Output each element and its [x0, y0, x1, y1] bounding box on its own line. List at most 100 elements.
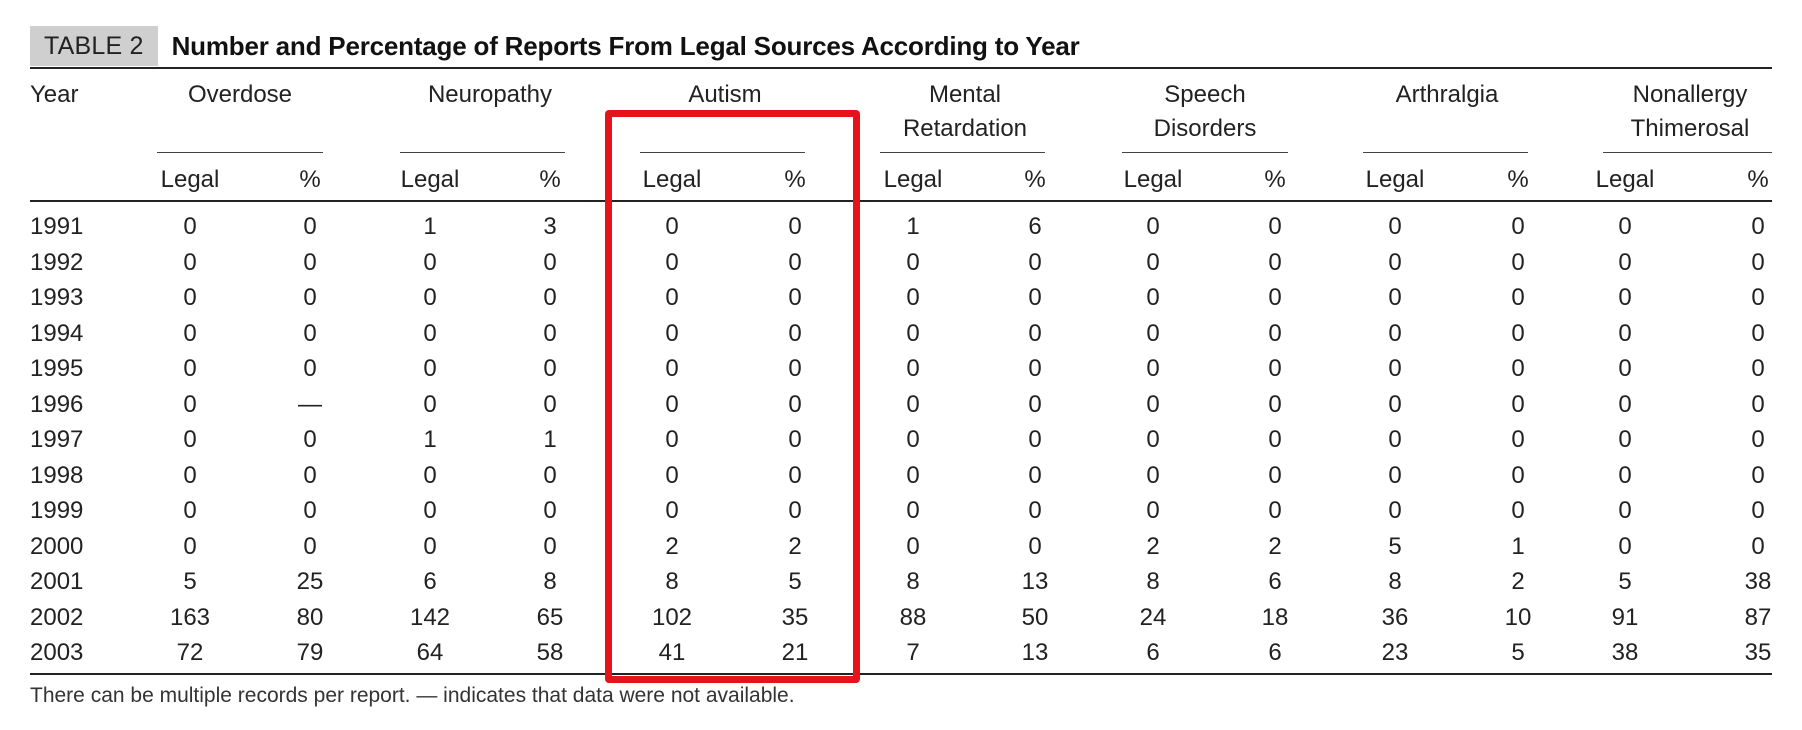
cell-percent: 35: [1744, 639, 1772, 666]
sub-header-legal: Legal: [642, 166, 702, 193]
group-sub-rule: [1363, 152, 1528, 153]
group-header-line2: Thimerosal: [1630, 115, 1750, 142]
cell-percent: 18: [1261, 603, 1289, 631]
cell-percent: 35: [781, 603, 809, 631]
cell-legal: 0: [1146, 248, 1160, 276]
cell-legal: 0: [1618, 532, 1632, 560]
cell-legal: 142: [409, 603, 451, 631]
group-header-speech: Speech Disorders: [1095, 78, 1315, 146]
cell-percent: 0: [303, 532, 317, 560]
cell-legal: 0: [423, 248, 437, 276]
cell-legal: 41: [658, 639, 686, 666]
cell-percent: 0: [1751, 390, 1765, 418]
group-header-line1: Mental: [928, 81, 1002, 108]
group-header-overdose: Overdose: [130, 78, 350, 112]
cell-legal: 6: [1146, 639, 1160, 666]
cell-percent: 0: [788, 319, 802, 347]
sub-header-legal: Legal: [400, 166, 460, 193]
cell-percent: 0: [303, 319, 317, 347]
cell-legal: 0: [1618, 355, 1632, 382]
cell-percent: 0: [1751, 319, 1765, 347]
group-header-line2: Retardation: [902, 115, 1028, 142]
cell-legal: 36: [1381, 603, 1409, 631]
cell-legal: 8: [906, 568, 920, 595]
cell-percent: 0: [1268, 426, 1282, 453]
cell-percent: 0: [1028, 426, 1042, 453]
group-header-line1: Overdose: [187, 81, 293, 108]
cell-percent: 1: [1511, 532, 1525, 560]
cell-percent: 6: [1268, 639, 1282, 666]
cell-percent: 0: [1511, 319, 1525, 347]
cell-percent: 0: [1751, 284, 1765, 311]
cell-percent: 0: [543, 355, 557, 382]
cell-legal: 8: [1388, 568, 1402, 595]
cell-percent: 0: [1028, 319, 1042, 347]
cell-legal: 0: [183, 319, 197, 347]
group-sub-rule: [1603, 152, 1772, 153]
table-footnote: There can be multiple records per report…: [30, 684, 795, 707]
cell-legal: 6: [423, 568, 437, 595]
cell-legal: 0: [1618, 248, 1632, 276]
sub-header-percent: %: [539, 166, 561, 193]
cell-legal: 0: [423, 355, 437, 382]
cell-legal: 0: [1146, 319, 1160, 347]
cell-legal: 0: [1146, 355, 1160, 382]
cell-legal: 0: [906, 461, 920, 489]
cell-legal: 0: [665, 390, 679, 418]
cell-percent: 0: [1511, 284, 1525, 311]
cell-legal: 0: [665, 426, 679, 453]
cell-percent: 0: [1028, 355, 1042, 382]
group-sub-rule: [400, 152, 565, 153]
cell-percent: 6: [1268, 568, 1282, 595]
cell-percent: 65: [536, 603, 564, 631]
top-rule: [30, 67, 1772, 69]
cell-percent: 0: [1268, 284, 1282, 311]
cell-percent: 6: [1028, 213, 1042, 240]
bottom-rule: [30, 673, 1772, 675]
sub-header-legal: Legal: [883, 166, 943, 193]
cell-legal: 0: [665, 355, 679, 382]
cell-legal: 0: [1146, 390, 1160, 418]
cell-legal: 0: [1146, 213, 1160, 240]
cell-percent: 0: [1511, 248, 1525, 276]
table-title: Number and Percentage of Reports From Le…: [171, 30, 1080, 61]
cell-percent: 0: [1028, 248, 1042, 276]
cell-percent: 0: [1751, 248, 1765, 276]
cell-legal: 0: [906, 355, 920, 382]
cell-legal: 0: [423, 532, 437, 560]
group-header-line1: Nonallergy: [1632, 81, 1748, 108]
cell-legal: 91: [1611, 603, 1639, 631]
row-year: 1997: [30, 426, 84, 453]
cell-percent: 2: [1268, 532, 1282, 560]
table-label: TABLE 2: [30, 26, 158, 66]
year-column-header: Year: [30, 81, 79, 108]
cell-legal: 1: [423, 426, 437, 453]
cell-percent: 50: [1021, 603, 1049, 631]
row-year: 1991: [30, 213, 84, 240]
cell-percent: 0: [1268, 248, 1282, 276]
cell-percent: 0: [788, 497, 802, 524]
cell-legal: 0: [1618, 284, 1632, 311]
sub-header-percent: %: [1264, 166, 1286, 193]
cell-percent: 87: [1744, 603, 1772, 631]
row-year: 2002: [30, 603, 84, 631]
group-header-mental: Mental Retardation: [855, 78, 1075, 146]
header-rule: [30, 200, 1772, 202]
group-header-line1: Speech: [1164, 81, 1246, 108]
group-sub-rule: [880, 152, 1045, 153]
cell-percent: 0: [1511, 390, 1525, 418]
cell-percent: 0: [1268, 319, 1282, 347]
cell-legal: 24: [1139, 603, 1167, 631]
cell-legal: 88: [899, 603, 927, 631]
cell-legal: 0: [665, 461, 679, 489]
cell-legal: 0: [665, 248, 679, 276]
cell-percent: 0: [1751, 532, 1765, 560]
autism-highlight-box: [605, 110, 860, 683]
row-year: 1998: [30, 461, 84, 489]
cell-legal: 0: [1618, 390, 1632, 418]
group-header-line1: Autism: [688, 81, 762, 108]
cell-legal: 0: [906, 319, 920, 347]
cell-legal: 0: [1146, 426, 1160, 453]
cell-legal: 0: [1146, 461, 1160, 489]
cell-legal: 72: [176, 639, 204, 666]
